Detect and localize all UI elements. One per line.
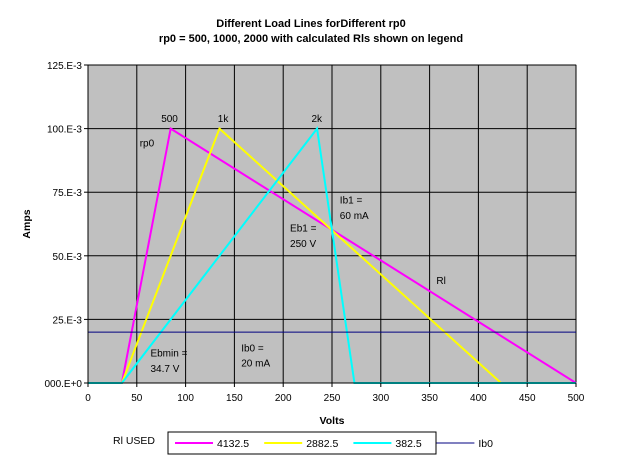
chart-subtitle: rp0 = 500, 1000, 2000 with calculated Rl… bbox=[159, 33, 463, 45]
y-tick-label: 000.E+0 bbox=[44, 379, 82, 390]
x-tick-label: 0 bbox=[85, 393, 91, 404]
annotation-label: 250 V bbox=[290, 239, 316, 250]
legend: 4132.5 2882.5 382.5 Ib0 bbox=[175, 438, 493, 450]
legend-label: Ib0 bbox=[478, 438, 493, 450]
legend-label: 2882.5 bbox=[306, 438, 338, 450]
x-tick-label: 250 bbox=[324, 393, 341, 404]
annotation-label: 34.7 V bbox=[150, 364, 179, 375]
y-axis-title: Amps bbox=[21, 209, 33, 238]
annotation-label: Eb1 = bbox=[290, 224, 317, 235]
x-tick-label: 50 bbox=[131, 393, 143, 404]
annotation-label: 20 mA bbox=[241, 359, 270, 370]
x-axis-ticks: 0 50 100 150 200 250 300 350 400 450 500 bbox=[85, 383, 585, 404]
legend-label: 382.5 bbox=[395, 438, 421, 450]
y-axis-ticks: 000.E+0 25.E-3 50.E-3 75.E-3 100.E-3 125.E-3 bbox=[44, 61, 88, 390]
x-tick-label: 200 bbox=[275, 393, 292, 404]
legend-title: Rl USED bbox=[113, 435, 155, 447]
x-tick-label: 350 bbox=[421, 393, 438, 404]
annotation-label: 60 mA bbox=[340, 211, 369, 222]
chart-title: Different Load Lines forDifferent rp0 bbox=[216, 18, 405, 30]
x-axis-title: Volts bbox=[320, 415, 345, 427]
y-tick-label: 25.E-3 bbox=[53, 315, 83, 326]
y-tick-label: 100.E-3 bbox=[47, 125, 82, 136]
y-tick-label: 125.E-3 bbox=[47, 61, 82, 72]
x-tick-label: 450 bbox=[519, 393, 536, 404]
x-tick-label: 150 bbox=[226, 393, 243, 404]
x-tick-label: 300 bbox=[372, 393, 389, 404]
annotation-label: rp0 bbox=[140, 138, 155, 149]
y-tick-label: 75.E-3 bbox=[53, 188, 83, 199]
x-tick-label: 400 bbox=[470, 393, 487, 404]
x-tick-label: 500 bbox=[568, 393, 585, 404]
y-tick-label: 50.E-3 bbox=[53, 252, 83, 263]
annotation-label: Ebmin = bbox=[150, 349, 187, 360]
annotations: 500 1k 2k rp0 Ib1 = 60 mA Eb1 = 250 V Rl Ebmin = 3… bbox=[140, 114, 446, 375]
annotation-label: 500 bbox=[161, 114, 178, 125]
annotation-label: Ib1 = bbox=[340, 196, 363, 207]
legend-label: 4132.5 bbox=[217, 438, 249, 450]
annotation-label: Ib0 = bbox=[241, 343, 264, 354]
grid bbox=[88, 64, 577, 383]
annotation-label: 1k bbox=[218, 114, 230, 125]
x-tick-label: 100 bbox=[177, 393, 194, 404]
annotation-label: Rl bbox=[436, 276, 445, 287]
annotation-label: 2k bbox=[312, 114, 324, 125]
